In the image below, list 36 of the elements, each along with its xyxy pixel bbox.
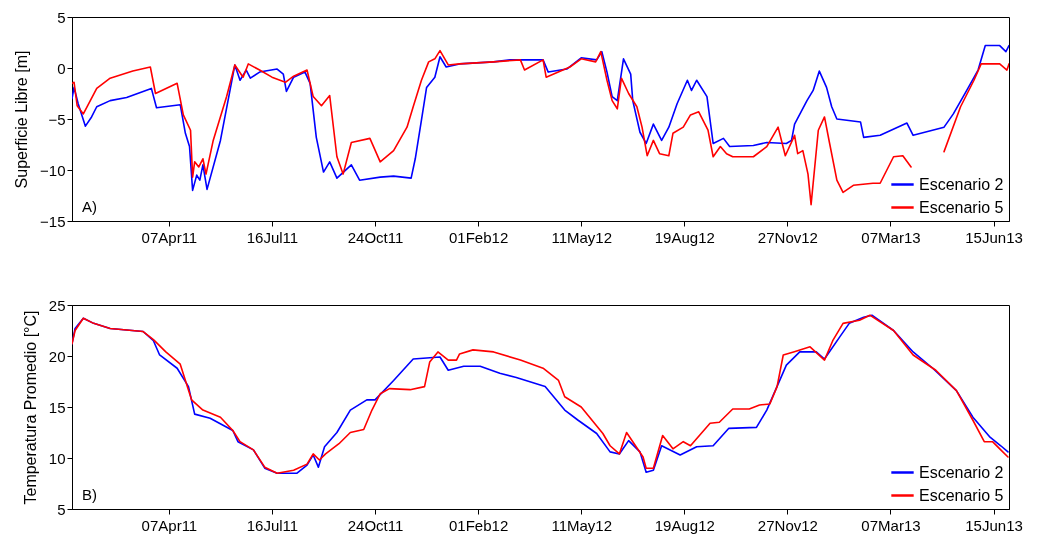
legend-label: Escenario 2: [919, 175, 1004, 193]
y-tick-label: −5: [48, 110, 66, 128]
x-tick-label: 15Jun13: [965, 228, 1023, 246]
y-tick-label: 10: [48, 449, 66, 467]
y-tick-label: −10: [40, 161, 66, 179]
x-tick-label: 07Apr11: [141, 228, 198, 246]
x-tick-label: 07Apr11: [141, 516, 198, 534]
x-tick-label: 11May12: [551, 516, 613, 534]
y-tick-label: 20: [48, 347, 66, 365]
y-tick-label: −15: [40, 212, 66, 230]
x-tick-label: 16Jul11: [246, 516, 299, 534]
annotation: B): [82, 486, 97, 503]
y-tick-label: 15: [48, 398, 66, 416]
y-tick-label: 25: [48, 296, 66, 314]
x-tick-label: 15Jun13: [965, 516, 1023, 534]
x-tick-label: 01Feb12: [449, 228, 509, 246]
legend-label: Escenario 2: [919, 463, 1004, 481]
legend-label: Escenario 5: [919, 486, 1004, 504]
x-tick-label: 27Nov12: [757, 516, 818, 534]
x-tick-label: 19Aug12: [654, 228, 715, 246]
x-tick-label: 07Mar13: [861, 228, 921, 246]
x-tick-label: 24Oct11: [347, 228, 404, 246]
annotation: A): [82, 198, 97, 215]
x-tick-label: 27Nov12: [757, 228, 818, 246]
y-tick-label: 0: [57, 59, 66, 77]
y-tick-label: 5: [57, 500, 66, 518]
x-tick-label: 24Oct11: [347, 516, 404, 534]
legend-label: Escenario 5: [919, 198, 1004, 216]
y-axis-title: Superficie Libre [m]: [13, 50, 31, 189]
x-tick-label: 01Feb12: [449, 516, 509, 534]
x-tick-label: 16Jul11: [246, 228, 299, 246]
x-tick-label: 07Mar13: [861, 516, 921, 534]
x-tick-label: 11May12: [551, 228, 613, 246]
y-tick-label: 5: [57, 8, 66, 26]
x-tick-label: 19Aug12: [654, 516, 715, 534]
y-axis-title: Temperatura Promedio [°C]: [21, 310, 39, 505]
